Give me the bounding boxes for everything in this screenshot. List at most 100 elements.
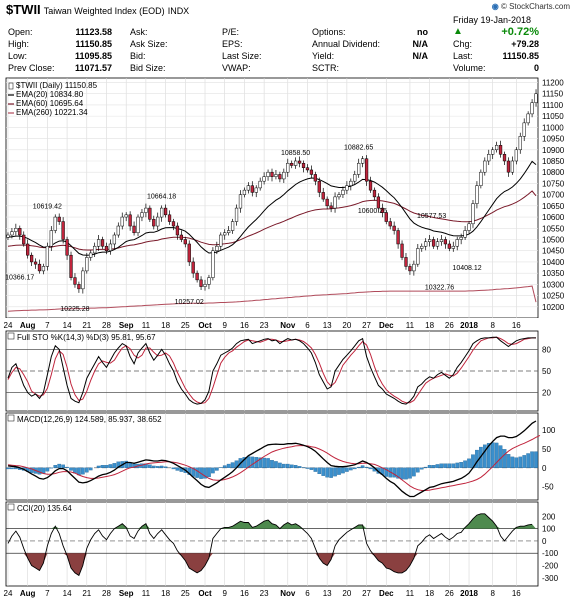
candle-down xyxy=(396,230,400,245)
q-label: Low: xyxy=(8,51,28,61)
macd-histogram-bar xyxy=(274,461,278,468)
candle-up xyxy=(361,158,365,164)
date-axis: 24 Aug 7 14 21 28 Sep 11 18 25 Oct 9 16 23 Nov 6 13 20 27 D… xyxy=(0,318,574,330)
x-tick-label: 23 xyxy=(260,589,269,598)
candle-up xyxy=(215,245,219,251)
candle-up xyxy=(463,230,467,238)
candle-down xyxy=(29,254,34,263)
chg-value: +79.28 xyxy=(511,39,539,49)
candle-up xyxy=(258,180,262,189)
candle-down xyxy=(77,284,81,290)
macd-histogram-bar xyxy=(423,466,428,468)
macd-histogram-bar xyxy=(415,467,420,473)
macd-histogram-bar xyxy=(486,443,491,468)
macd-histogram-bar xyxy=(84,467,89,473)
macd-histogram-bar xyxy=(447,463,452,468)
cci-line xyxy=(7,513,533,577)
macd-histogram-bar xyxy=(522,455,527,468)
macd-histogram-bar xyxy=(175,467,180,471)
candle-up xyxy=(494,145,499,151)
panel-frame xyxy=(5,412,539,501)
x-tick-label: Sep xyxy=(119,589,134,598)
macd-histogram-bar xyxy=(163,466,168,468)
price-panel: 10200 10250 10300 10350 10400 10450 10500 10550… xyxy=(5,77,565,319)
y-tick-label: 10350 xyxy=(542,269,565,278)
macd-line xyxy=(7,420,537,498)
candle-up xyxy=(211,250,215,278)
candle-down xyxy=(400,243,404,258)
y-tick-label: 20 xyxy=(542,389,551,398)
last-label: Last: xyxy=(453,51,473,61)
macd-histogram-bar xyxy=(329,467,333,478)
candle-down xyxy=(404,257,408,267)
candle-down xyxy=(61,221,65,240)
macd-histogram-bar xyxy=(427,465,432,468)
macd-histogram-bar xyxy=(305,467,310,469)
y-tick-label: 10550 xyxy=(542,224,565,233)
y-tick-label: 10200 xyxy=(542,303,565,312)
sto-k-line xyxy=(7,336,536,405)
macd-histogram-bar xyxy=(53,465,58,468)
candle-down xyxy=(506,160,511,173)
price-annotation: 10322.76 xyxy=(425,284,454,291)
y-tick-label: 10700 xyxy=(542,191,565,200)
macd-histogram-bar xyxy=(250,456,255,468)
macd-histogram-bar xyxy=(222,465,227,468)
panel-frame xyxy=(5,501,539,587)
last-price-box: Friday 19-Jan-2018 ▲ +0.72% Chg: +79.28 L… xyxy=(453,14,539,74)
x-tick-label: 14 xyxy=(63,321,72,330)
x-tick-label: Nov xyxy=(280,321,296,330)
candle-up xyxy=(467,223,471,231)
x-tick-label: 24 xyxy=(4,589,13,598)
candle-up xyxy=(487,154,491,162)
price-annotation: 10408.12 xyxy=(452,265,481,272)
sto-d-line xyxy=(7,336,536,404)
macd-histogram-bar xyxy=(151,465,156,468)
copyright[interactable]: ◉ © StockCharts.com xyxy=(492,2,570,11)
macd-histogram-bar xyxy=(482,444,487,468)
q-value: 11095.85 xyxy=(74,51,112,61)
candle-down xyxy=(163,207,168,216)
candle-down xyxy=(57,216,61,222)
y-tick-label: 200 xyxy=(542,512,556,521)
last-value: 11150.85 xyxy=(502,51,539,61)
legend-entry: $TWII (Daily) 11150.85 xyxy=(16,81,98,90)
quote-table: Open: 11123.58 Ask: P/E: Options: no High: 1115… xyxy=(6,26,430,74)
macd-histogram-bar xyxy=(45,467,50,472)
cci-panel: -300 -200 -100 0 100 200 CCI(20) 135.64 24 Aug 7 1… xyxy=(4,501,559,598)
candle-up xyxy=(203,284,207,287)
macd-histogram-bar xyxy=(392,467,396,478)
candle-down xyxy=(69,254,73,278)
macd-histogram-bar xyxy=(463,460,467,468)
candle-up xyxy=(333,196,337,209)
macd-histogram-bar xyxy=(341,467,345,474)
change-percent: +0.72% xyxy=(501,26,539,38)
candle-down xyxy=(199,279,203,287)
macd-histogram-bar xyxy=(155,466,160,468)
candle-down xyxy=(301,162,306,168)
x-tick-label: 20 xyxy=(342,321,351,330)
x-tick-label: 11 xyxy=(406,589,415,598)
macd-histogram-bar xyxy=(348,467,353,471)
candle-up xyxy=(41,266,46,272)
price-annotation: 10225.28 xyxy=(60,306,89,313)
index-name: Taiwan Weighted Index (EOD) xyxy=(43,6,165,16)
x-tick-label: Dec xyxy=(379,321,394,330)
macd-histogram-bar xyxy=(297,466,302,468)
candle-up xyxy=(10,231,14,236)
candle-up xyxy=(49,230,53,247)
volume-label: Volume: xyxy=(453,63,486,73)
macd-histogram-bar xyxy=(333,467,337,477)
q-label: P/E: xyxy=(222,27,240,37)
macd-histogram-bar xyxy=(270,460,274,468)
candle-down xyxy=(317,180,321,193)
candle-down xyxy=(250,185,254,193)
legend-candle-swatch xyxy=(8,82,14,90)
macd-histogram-bar xyxy=(211,467,215,474)
candle-up xyxy=(274,174,278,177)
macd-histogram-bar xyxy=(317,467,322,475)
macd-histogram-bar xyxy=(230,462,235,468)
x-tick-label: 14 xyxy=(63,589,72,598)
candle-up xyxy=(242,189,247,195)
